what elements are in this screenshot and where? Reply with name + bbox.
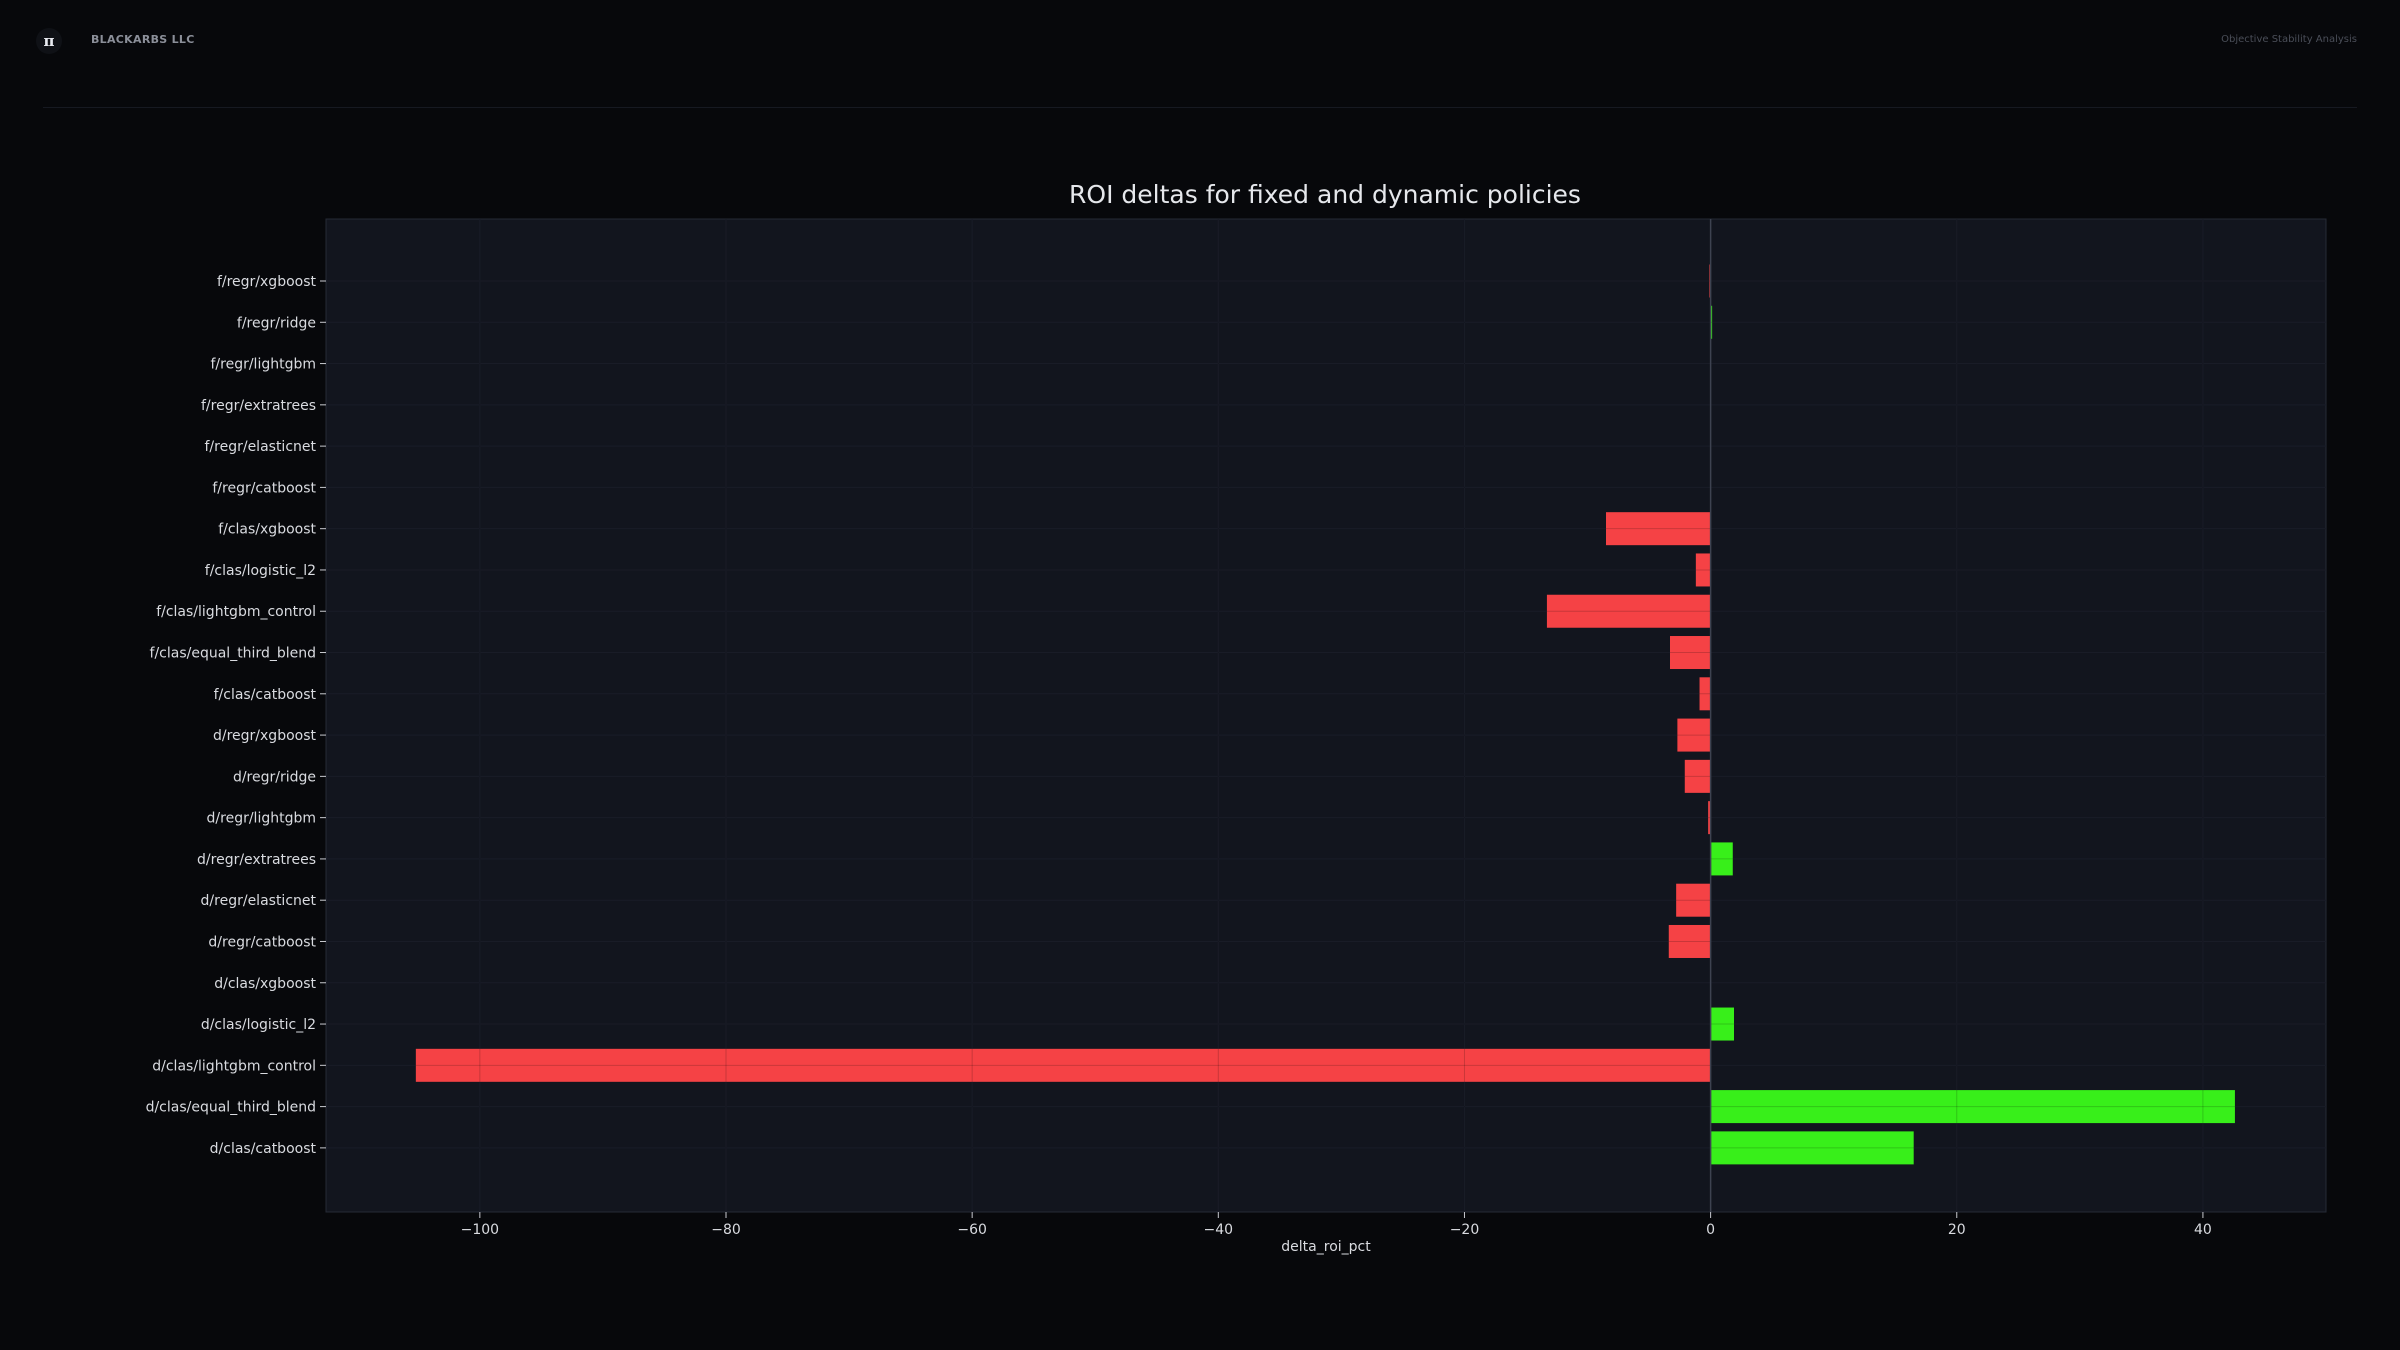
y-tick-label: d/regr/lightgbm bbox=[207, 811, 316, 827]
y-tick-label: f/clas/catboost bbox=[214, 687, 317, 703]
y-tick-label: d/clas/xgboost bbox=[214, 976, 316, 992]
bar-d-clas-lightgbm_control bbox=[415, 1048, 1711, 1082]
y-tick-label: f/regr/elasticnet bbox=[205, 439, 317, 455]
plot-area bbox=[325, 218, 2327, 1213]
page-header: π BLACKARBS LLC Objective Stability Anal… bbox=[0, 0, 2400, 108]
y-tick-label: d/clas/logistic_l2 bbox=[201, 1017, 316, 1033]
bar-d-clas-logistic_l2 bbox=[1710, 1007, 1734, 1041]
x-tick-label: −60 bbox=[957, 1222, 987, 1238]
logo-icon: π bbox=[36, 28, 62, 54]
bars bbox=[326, 219, 2326, 1212]
y-tick-label: f/regr/extratrees bbox=[201, 398, 316, 414]
y-tick-label: d/regr/elasticnet bbox=[201, 893, 317, 909]
bar-d-regr-elasticnet bbox=[1676, 883, 1711, 917]
y-tick-label: f/regr/lightgbm bbox=[210, 357, 316, 373]
page-tag: Objective Stability Analysis bbox=[2221, 34, 2357, 45]
y-tick-label: f/regr/catboost bbox=[212, 480, 316, 496]
y-tick-label: f/regr/ridge bbox=[237, 315, 316, 331]
x-tick-label: 0 bbox=[1706, 1222, 1715, 1238]
bar-d-clas-catboost bbox=[1710, 1131, 1914, 1165]
bar-d-regr-lightgbm bbox=[1708, 801, 1711, 835]
x-tick-label: −20 bbox=[1450, 1222, 1480, 1238]
x-tick-label: 20 bbox=[1948, 1222, 1966, 1238]
x-axis-label: delta_roi_pct bbox=[1281, 1239, 1371, 1255]
x-tick-label: 40 bbox=[2194, 1222, 2212, 1238]
x-tick-label: −80 bbox=[711, 1222, 741, 1238]
y-tick-label: d/clas/lightgbm_control bbox=[152, 1058, 316, 1074]
y-tick-label: f/clas/equal_third_blend bbox=[150, 646, 316, 662]
y-tick-label: f/regr/xgboost bbox=[217, 274, 317, 290]
y-tick-label: d/clas/equal_third_blend bbox=[146, 1100, 316, 1116]
bar-f-clas-equal_third_blend bbox=[1670, 636, 1711, 670]
bar-d-regr-ridge bbox=[1684, 759, 1711, 793]
chart-title: ROI deltas for fixed and dynamic policie… bbox=[1069, 180, 1581, 209]
x-axis-ticks: −100 −80 −60 −40 −20 0 20 40 bbox=[461, 1212, 2212, 1238]
x-tick-label: −40 bbox=[1204, 1222, 1234, 1238]
logo-glyph: π bbox=[43, 31, 55, 50]
y-tick-label: f/clas/xgboost bbox=[218, 522, 316, 538]
bar-f-clas-logistic_l2 bbox=[1695, 553, 1711, 587]
y-tick-label: d/regr/catboost bbox=[208, 934, 316, 950]
y-tick-label: f/clas/lightgbm_control bbox=[156, 604, 316, 620]
y-axis-ticks: f/regr/xgboost f/regr/ridge f/regr/lightgb… bbox=[146, 274, 326, 1157]
bar-f-clas-lightgbm_control bbox=[1546, 594, 1711, 628]
y-tick-label: d/regr/ridge bbox=[233, 769, 316, 785]
brand-name: BLACKARBS LLC bbox=[91, 33, 195, 46]
y-tick-label: f/clas/logistic_l2 bbox=[205, 563, 316, 579]
bar-d-regr-catboost bbox=[1668, 924, 1711, 958]
bar-d-regr-xgboost bbox=[1677, 718, 1711, 752]
bar-d-regr-extratrees bbox=[1710, 842, 1733, 876]
bar-d-clas-equal_third_blend bbox=[1710, 1090, 2235, 1124]
y-tick-label: d/clas/catboost bbox=[210, 1141, 317, 1157]
header-divider bbox=[43, 107, 2357, 108]
x-tick-label: −100 bbox=[461, 1222, 499, 1238]
bar-f-clas-catboost bbox=[1699, 677, 1711, 711]
y-tick-label: d/regr/extratrees bbox=[197, 852, 316, 868]
bar-f-clas-xgboost bbox=[1606, 512, 1711, 546]
y-tick-label: d/regr/xgboost bbox=[213, 728, 317, 744]
